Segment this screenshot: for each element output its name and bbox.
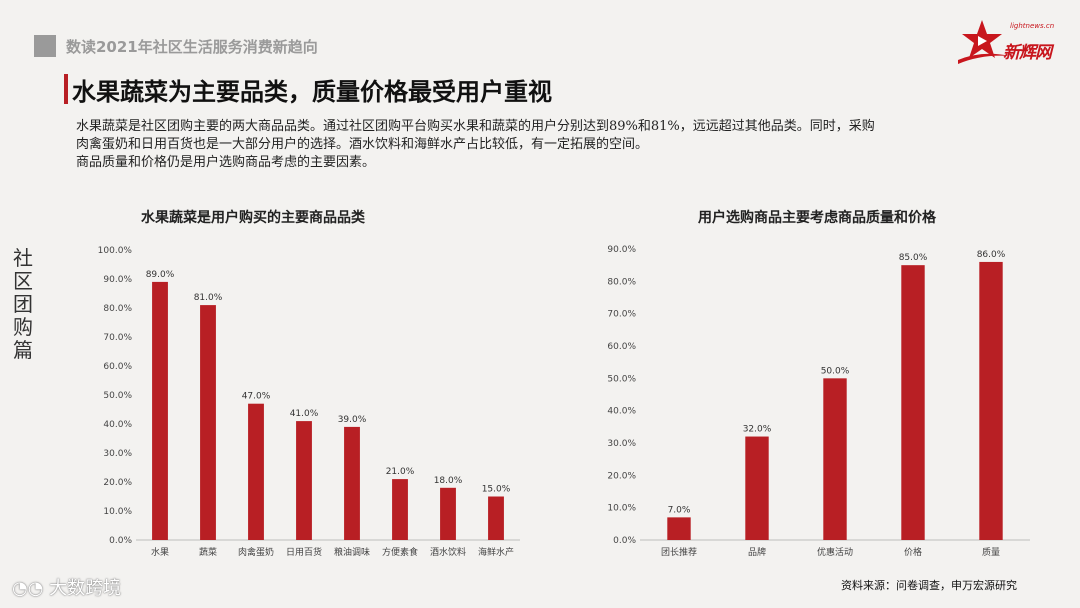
logo-star-icon [958, 20, 1010, 64]
side-label-char: 篇 [13, 338, 33, 362]
side-label-char: 团 [13, 292, 33, 316]
watermark-logo-icon: ◔◔ [12, 578, 50, 599]
chart1-bar [344, 426, 360, 540]
watermark-text: 大数跨境 [49, 578, 122, 599]
chart1-bar [392, 479, 408, 540]
chart1-data-label: 18.0% [434, 476, 463, 486]
logo-url: lightnews.cn [1010, 22, 1055, 30]
header-square-icon [34, 35, 56, 57]
chart1-y-tick-label: 100.0% [98, 246, 133, 256]
description-paragraph: 水果蔬菜是社区团购主要的两大商品品类。通过社区团购平台购买水果和蔬菜的用户分别达… [76, 118, 1046, 172]
header-subtitle: 数读2021年社区生活服务消费新趋向 [66, 38, 318, 56]
chart1-x-tick-label: 日用百货 [286, 546, 322, 558]
paragraph-line-3: 商品质量和价格仍是用户选购商品考虑的主要因素。 [76, 155, 376, 170]
chart1-y-tick-label: 80.0% [103, 304, 132, 314]
side-section-label: 社 区 团 购 篇 [10, 247, 36, 362]
chart1-x-tick-label: 酒水饮料 [430, 546, 466, 558]
chart1-y-tick-label: 90.0% [103, 275, 132, 285]
chart1-bar [152, 281, 168, 540]
chart1-x-tick-label: 粮油调味 [334, 546, 370, 558]
chart1-data-label: 89.0% [146, 270, 175, 280]
title-accent-bar [64, 74, 68, 104]
paragraph-line-2: 肉禽蛋奶和日用百货也是一大部分用户的选择。酒水饮料和海鲜水产占比较低，有一定拓展… [76, 137, 649, 152]
chart1-x-tick-label: 水果 [151, 546, 169, 558]
chart1-x-tick-label: 方便素食 [382, 546, 418, 558]
chart1-bar [296, 421, 312, 540]
chart1-y-tick-label: 20.0% [103, 478, 132, 488]
chart1-bar [488, 496, 504, 540]
chart1-x-tick-label: 海鲜水产 [478, 546, 514, 558]
chart1-x-tick-label: 蔬菜 [199, 546, 217, 558]
side-label-char: 社 [13, 246, 33, 270]
chart1-y-tick-label: 30.0% [103, 449, 132, 459]
side-label-char: 购 [13, 315, 33, 339]
chart1-data-label: 21.0% [386, 467, 415, 477]
chart1-x-tick-label: 肉禽蛋奶 [238, 546, 274, 558]
chart1-data-label: 81.0% [194, 293, 223, 303]
chart1-data-label: 47.0% [242, 392, 271, 402]
chart-1-title: 水果蔬菜是用户购买的主要商品品类 [141, 210, 365, 226]
chart1-bar [440, 487, 456, 540]
chart1-y-tick-label: 0.0% [109, 536, 132, 546]
chart1-y-tick-label: 60.0% [103, 362, 132, 372]
paragraph-line-1: 水果蔬菜是社区团购主要的两大商品品类。通过社区团购平台购买水果和蔬菜的用户分别达… [76, 119, 875, 134]
chart1-bar [248, 403, 264, 540]
page-title: 水果蔬菜为主要品类，质量价格最受用户重视 [72, 78, 552, 106]
chart1-y-tick-label: 70.0% [103, 333, 132, 343]
logo-name: 新辉网 [1003, 43, 1052, 63]
chart-2-title: 用户选购商品主要考虑商品质量和价格 [698, 210, 936, 226]
source-note: 资料来源：问卷调查，申万宏源研究 [841, 579, 1017, 592]
chart1-data-label: 15.0% [482, 485, 511, 495]
chart1-y-tick-label: 50.0% [103, 391, 132, 401]
side-label-char: 区 [13, 269, 33, 293]
watermark: ◔◔ 大数跨境 [12, 574, 121, 600]
chart1-bar [200, 305, 216, 540]
chart1-data-label: 39.0% [338, 415, 367, 425]
chart1-data-label: 41.0% [290, 409, 319, 419]
chart1-y-tick-label: 40.0% [103, 420, 132, 430]
chart1-y-tick-label: 10.0% [103, 507, 132, 517]
